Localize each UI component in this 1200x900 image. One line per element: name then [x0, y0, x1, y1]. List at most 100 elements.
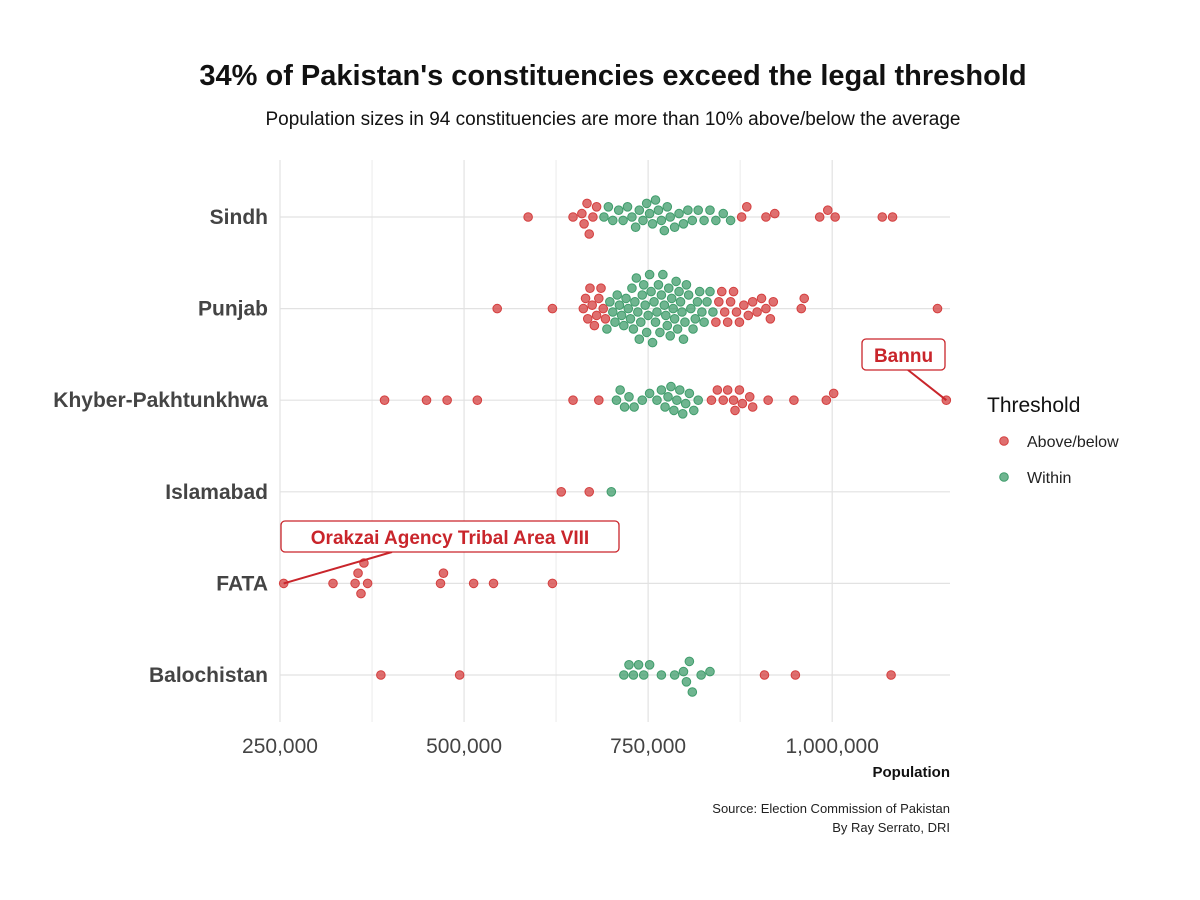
data-point [376, 670, 386, 680]
data-point [607, 307, 618, 317]
data-point [744, 392, 755, 402]
data-point [649, 297, 659, 307]
data-point [662, 202, 673, 212]
data-point [814, 212, 825, 222]
data-point [644, 208, 655, 219]
data-point [747, 297, 758, 307]
data-point [627, 212, 637, 222]
data-point [731, 307, 742, 317]
annotation-box [861, 338, 946, 371]
data-point [669, 314, 680, 324]
data-point [584, 487, 595, 497]
data-point [736, 212, 747, 222]
data-point [688, 405, 699, 416]
data-point [653, 205, 664, 215]
data-point [634, 205, 645, 215]
data-point [822, 205, 833, 215]
data-point [669, 405, 679, 416]
data-point [591, 202, 602, 212]
data-point [643, 310, 653, 321]
data-point [674, 385, 685, 395]
data-point [638, 215, 648, 226]
data-point [718, 208, 729, 219]
y-tick-label: FATA [216, 572, 268, 595]
data-point [594, 395, 604, 406]
data-point [725, 297, 736, 307]
data-point [683, 290, 694, 300]
data-point [594, 293, 604, 304]
data-point [759, 670, 770, 680]
y-tick-label: Balochistan [149, 664, 268, 687]
data-point [603, 202, 614, 212]
data-point [637, 290, 648, 300]
data-point [722, 385, 733, 395]
data-point [631, 273, 642, 283]
annotation-leader-line [283, 551, 393, 585]
data-point [624, 392, 634, 402]
data-point [468, 578, 479, 589]
x-tick-label: 500,000 [426, 735, 502, 758]
data-point [523, 212, 533, 222]
data-point [728, 286, 739, 297]
data-point [737, 398, 748, 409]
data-point [711, 215, 721, 226]
y-axis-labels: Sindh Punjab Khyber-Pakhtunkhwa Islamabad FA… [53, 206, 268, 687]
data-point [699, 317, 709, 328]
data-point [678, 334, 689, 345]
data-point [624, 660, 634, 670]
data-point [629, 402, 639, 412]
data-point [668, 303, 678, 314]
data-point [619, 320, 629, 331]
data-point [625, 314, 636, 324]
data-point [694, 286, 705, 297]
data-point [708, 307, 718, 317]
data-point [615, 385, 625, 395]
data-point [681, 280, 692, 290]
data-point [641, 198, 652, 209]
data-point [488, 578, 499, 589]
data-point [765, 314, 776, 324]
data-point [677, 307, 687, 317]
data-point [568, 395, 578, 406]
data-point [658, 269, 668, 280]
data-point [697, 307, 707, 317]
data-point [652, 395, 662, 406]
data-point [600, 314, 611, 324]
data-point [763, 395, 773, 406]
data-point [652, 307, 662, 317]
legend-key [999, 472, 1009, 482]
data-point [644, 388, 655, 399]
data-point [714, 297, 724, 307]
data-point [438, 568, 449, 579]
data-point [582, 198, 592, 209]
data-point [362, 578, 373, 589]
data-point [644, 269, 655, 280]
data-points [278, 195, 952, 697]
data-point [605, 297, 615, 307]
data-point [711, 317, 721, 328]
data-point [678, 219, 689, 229]
data-point [619, 670, 629, 680]
data-point [637, 395, 648, 406]
data-point [706, 395, 717, 406]
data-point [789, 395, 799, 406]
data-point [356, 588, 366, 599]
data-point [741, 202, 752, 212]
x-tick-label: 750,000 [610, 735, 686, 758]
data-point [659, 300, 670, 311]
data-point [577, 208, 587, 219]
data-point [662, 320, 673, 331]
data-point [628, 324, 639, 334]
chart-subtitle: Population sizes in 94 constituencies ar… [266, 109, 961, 130]
data-point [663, 283, 674, 294]
data-point [589, 320, 600, 331]
data-point [761, 212, 771, 222]
data-point [587, 300, 597, 311]
data-point [660, 402, 670, 412]
data-point [585, 283, 595, 294]
data-point [582, 314, 593, 324]
data-point [687, 687, 698, 697]
caption-source: Source: Election Commission of Pakistan [712, 801, 950, 816]
data-point [702, 297, 712, 307]
data-point [796, 303, 807, 314]
